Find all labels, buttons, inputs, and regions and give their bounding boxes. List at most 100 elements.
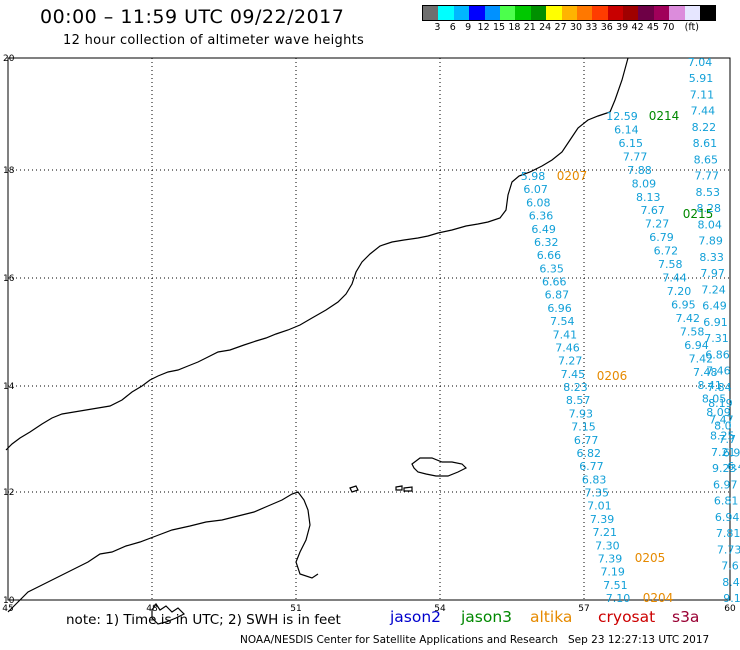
wave-height-label: 7.30: [595, 539, 620, 552]
legend-cryosat: cryosat: [598, 608, 656, 626]
wave-height-label: 6.66: [537, 249, 562, 262]
wave-height-label: 5.91: [689, 72, 714, 85]
wave-height-label: 7.67: [640, 204, 665, 217]
wave-height-label: 6.4: [727, 460, 740, 473]
wave-height-label: 6.83: [582, 473, 607, 486]
lon-label: 45: [2, 604, 13, 614]
wave-height-label: 6.82: [577, 447, 602, 460]
wave-height-label: 8.23: [563, 381, 588, 394]
wave-height-label: 7.15: [571, 421, 596, 434]
wave-height-label: 7.41: [553, 328, 578, 341]
scale-swatch: [607, 6, 624, 20]
lon-label: 54: [434, 604, 446, 614]
legend-altika: altika: [530, 608, 573, 626]
wave-height-label: 7.01: [587, 500, 612, 513]
wave-height-label: 6.14: [614, 123, 639, 136]
island-small-3: [403, 486, 413, 492]
scale-swatch: [546, 6, 562, 20]
wave-height-label: 6.94: [715, 511, 740, 524]
wave-height-label: 6.66: [542, 276, 567, 289]
lat-label: 16: [3, 274, 15, 284]
coastline-south: [7, 491, 319, 613]
scale-swatch: [561, 6, 577, 20]
wave-height-label: 7.58: [680, 325, 705, 338]
pass-id-0214: 0214: [649, 109, 680, 123]
lon-label: 60: [724, 604, 736, 614]
wave-height-label: 6.49: [702, 300, 727, 313]
wave-height-label: 7.6: [721, 560, 739, 573]
wave-height-label: 7.21: [592, 526, 617, 539]
scale-swatch: [700, 6, 716, 20]
island-small-2: [395, 485, 403, 491]
legend-jason2: jason2: [390, 608, 442, 626]
wave-height-label: 8.33: [699, 251, 724, 264]
wave-height-label: 8.25: [710, 430, 735, 443]
wave-height-label: 7.24: [701, 283, 726, 296]
wave-height-label: 7.19: [600, 566, 625, 579]
wave-height-label: 7.27: [558, 355, 583, 368]
scale-swatch: [638, 6, 654, 20]
island-socotra: [411, 457, 468, 477]
wave-height-label: 8.28: [696, 202, 721, 215]
wave-height-label: 6.15: [619, 137, 644, 150]
wave-height-label: 7.39: [590, 513, 615, 526]
map-frame: [7, 57, 731, 601]
wave-height-label: 7.31: [704, 332, 729, 345]
scale-swatch: [592, 6, 608, 20]
wave-height-label: 8.22: [692, 121, 717, 134]
scale-swatch: [576, 6, 593, 20]
scale-swatch: [469, 6, 485, 20]
scale-label: (ft): [684, 22, 699, 33]
wave-height-label: 7.77: [623, 150, 648, 163]
wave-height-label: 6.94: [684, 339, 709, 352]
wave-height-label: 6.95: [671, 298, 696, 311]
wave-height-label: 8.19: [708, 397, 733, 410]
pass-labels: 0214 0215 0207 0206 0205 0204: [557, 109, 714, 605]
lat-label: 12: [3, 488, 14, 498]
wave-height-label: 6.49: [531, 223, 556, 236]
scale-label: 27: [554, 22, 567, 33]
wave-height-label: 7.20: [667, 285, 692, 298]
wave-height-label: 6.96: [547, 302, 572, 315]
wave-height-label: 7.89: [698, 235, 723, 248]
wave-height-label: 7.97: [700, 267, 725, 280]
scale-swatch: [530, 6, 547, 20]
scale-label: 36: [600, 22, 613, 33]
scale-swatch: [423, 6, 439, 20]
scale-label: 33: [585, 22, 598, 33]
wave-height-label: 6.91: [703, 316, 728, 329]
wave-height-label: 7.46: [555, 341, 580, 354]
pass-id-0204: 0204: [643, 591, 674, 605]
coastline: [5, 57, 629, 625]
lon-label: 57: [578, 604, 589, 614]
wave-height-label: 6.87: [545, 289, 570, 302]
scale-label: 70: [662, 22, 675, 33]
wave-height-label: 7.84: [707, 381, 732, 394]
island-small-1: [349, 485, 359, 493]
wave-height-label: 6.86: [705, 348, 730, 361]
wave-height-label: 6.77: [579, 460, 604, 473]
wave-height-label: 8.13: [636, 191, 661, 204]
wave-height-label: 7.48: [693, 366, 718, 379]
scale-label: 42: [631, 22, 644, 33]
coastline-mainland: [5, 57, 629, 451]
wave-height-label: 12.59: [606, 110, 638, 123]
lat-label: 20: [3, 54, 15, 64]
wave-height-label: 8.09: [632, 177, 657, 190]
wave-height-label: 7.45: [561, 368, 586, 381]
wave-height-label: 8.57: [566, 394, 591, 407]
scale-swatch: [515, 6, 531, 20]
pass-id-0206: 0206: [597, 369, 628, 383]
wave-height-label: 8.05: [702, 393, 727, 406]
wave-height-label: 9.23: [712, 462, 737, 475]
wave-height-label: 9.1: [723, 592, 740, 605]
color-scale-bar: [422, 5, 717, 21]
wave-height-label: 7.46: [706, 365, 731, 378]
scale-label: 9: [465, 22, 472, 33]
wave-height-label: 7.73: [717, 543, 740, 556]
wave-height-label: 6.81: [714, 495, 739, 508]
scale-label: 39: [616, 22, 629, 33]
scale-swatch: [684, 6, 701, 20]
